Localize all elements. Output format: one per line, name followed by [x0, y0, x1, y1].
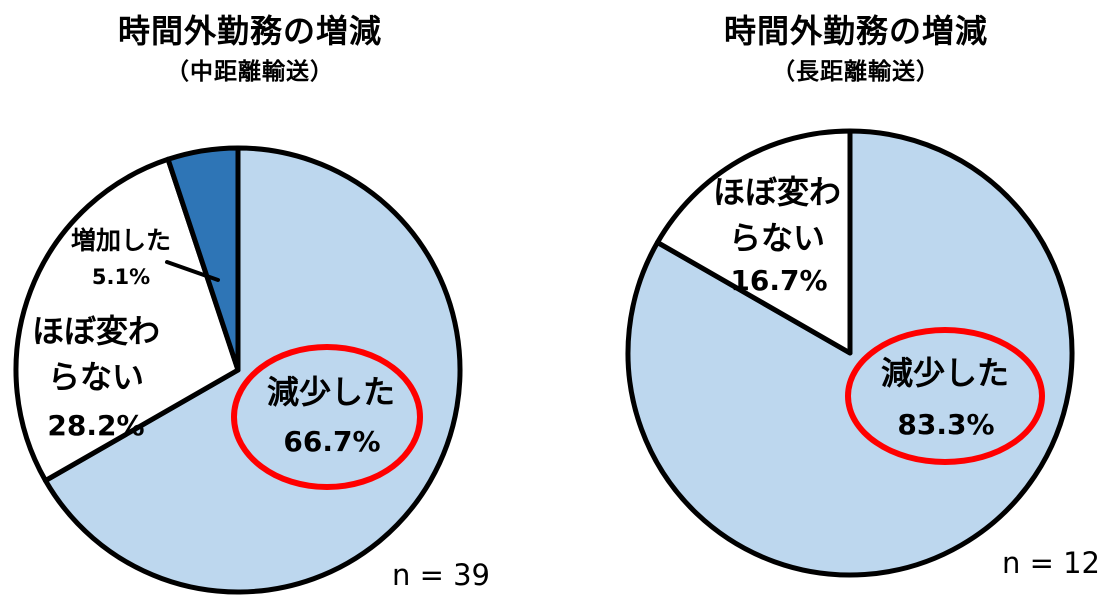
slice-label-no-change-line2: らない	[728, 219, 825, 257]
slice-value-increase: 5.1%	[91, 265, 151, 289]
slice-value-no-change: 28.2%	[47, 409, 145, 442]
chart-subtitle: （長距離輸送）	[772, 59, 940, 85]
slice-label-no-change-line2: らない	[47, 358, 144, 396]
highlight-ellipse	[231, 344, 423, 490]
chart-title: 時間外勤務の増減	[117, 12, 382, 50]
sample-size-label: n = 12	[1001, 546, 1101, 580]
slice-label-increase: 増加した	[70, 226, 171, 255]
chart-title: 時間外勤務の増減	[723, 12, 988, 50]
chart-subtitle: （中距離輸送）	[166, 59, 334, 85]
slice-label-no-change-line1: ほぼ変わ	[712, 173, 841, 211]
pie-slice	[165, 145, 241, 373]
slice-label-no-change: ほぼ変わ らない	[709, 169, 845, 261]
pie-slice	[655, 128, 853, 356]
sample-size-label: n = 39	[391, 558, 491, 592]
slice-label-no-change-line1: ほぼ変わ	[31, 312, 160, 350]
slice-value-no-change: 16.7%	[730, 264, 828, 297]
pie-slice	[13, 156, 241, 484]
highlight-ellipse	[845, 327, 1045, 465]
slice-label-no-change: ほぼ変わ らない	[28, 308, 164, 400]
